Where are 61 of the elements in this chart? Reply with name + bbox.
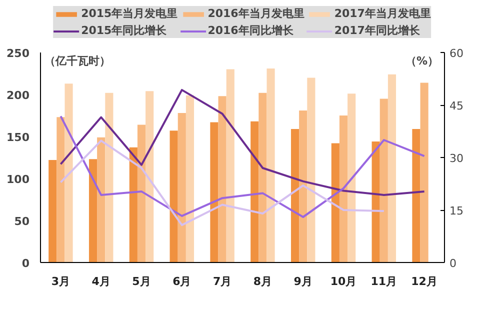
bar <box>250 121 259 262</box>
bar <box>170 130 178 262</box>
bar <box>299 110 308 262</box>
bar <box>64 84 73 262</box>
legend-label: 2015年当月发电里 <box>81 6 178 21</box>
bar <box>88 159 98 262</box>
x-tick-label: 10月 <box>330 275 357 288</box>
y-axis-title: （亿千瓦时） <box>44 54 110 68</box>
x-tick-label: 12月 <box>411 275 438 288</box>
y2-tick-label: 45 <box>450 100 464 112</box>
y2-tick-label: 15 <box>450 204 464 218</box>
bar <box>226 69 234 262</box>
x-tick-label: 5月 <box>132 275 151 288</box>
y2-axis-title: （%） <box>405 54 439 68</box>
x-tick-label: 8月 <box>253 275 272 288</box>
legend-label: 2017年同比增长 <box>334 23 420 38</box>
x-tick-label: 3月 <box>51 275 70 288</box>
bar <box>146 91 154 262</box>
legend-label: 2017年当月发电里 <box>334 6 431 21</box>
y2-tick-label: 0 <box>450 257 456 270</box>
bar <box>331 143 340 262</box>
line-series <box>60 88 426 196</box>
bar <box>307 78 316 262</box>
bar <box>388 74 396 262</box>
x-tick-label: 4月 <box>92 275 110 288</box>
y2-tick-label: 30 <box>450 152 464 165</box>
legend-label: 2015年同比增长 <box>81 23 167 38</box>
bar <box>420 82 428 262</box>
bar <box>105 92 114 262</box>
bar <box>56 117 65 262</box>
y-tick-label: 150 <box>6 131 30 144</box>
bar <box>97 137 106 262</box>
bar <box>137 124 146 262</box>
bar <box>412 128 420 262</box>
bar <box>348 94 356 262</box>
bar <box>186 95 194 262</box>
line-series <box>60 115 426 218</box>
y-tick-label: 0 <box>22 257 30 270</box>
bar <box>48 160 57 262</box>
y-tick-label: 50 <box>14 215 30 228</box>
x-tick-label: 9月 <box>294 275 312 288</box>
y-tick-label: 100 <box>6 173 30 186</box>
x-tick-label: 6月 <box>172 275 192 288</box>
bar <box>218 96 226 262</box>
bar <box>266 68 275 262</box>
bar <box>178 112 186 262</box>
y-tick-label: 250 <box>6 47 30 60</box>
y2-tick-label: 60 <box>450 47 464 60</box>
x-tick-label: 11月 <box>370 275 398 288</box>
line-series <box>60 140 385 226</box>
bar <box>290 128 300 262</box>
bar <box>380 98 388 262</box>
x-tick-label: 7月 <box>212 275 232 288</box>
bar <box>210 122 218 262</box>
y-tick-label: 200 <box>6 89 30 102</box>
legend-label: 2016年当月发电里 <box>208 6 304 21</box>
bar <box>129 147 138 262</box>
bar <box>372 142 380 262</box>
bar <box>258 92 267 262</box>
legend-label: 2016年同比增长 <box>208 23 294 38</box>
bar <box>339 116 348 262</box>
